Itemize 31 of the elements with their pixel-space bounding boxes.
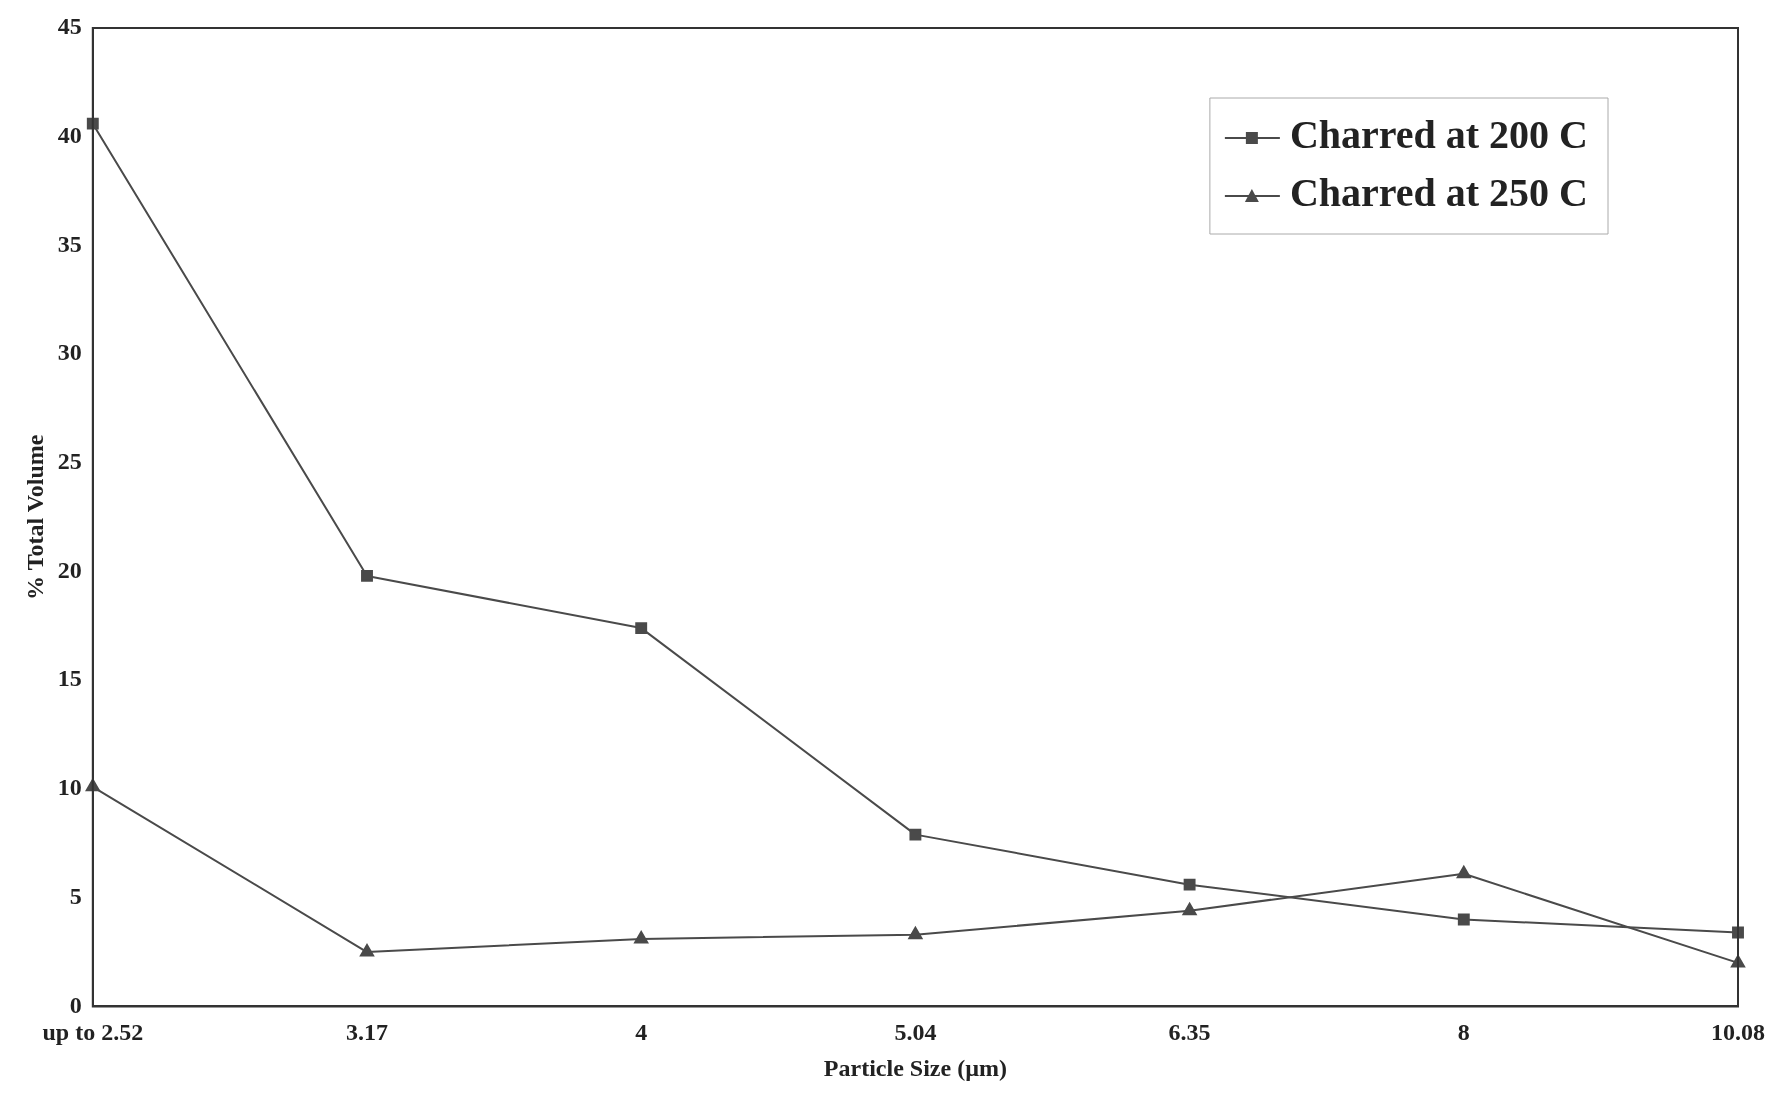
x-tick-label: 8 <box>1457 1019 1470 1045</box>
y-tick-label: 30 <box>57 339 82 366</box>
point <box>1183 878 1196 891</box>
point <box>361 569 373 582</box>
y-tick-label: 15 <box>57 665 82 692</box>
y-tick-label: 5 <box>69 882 82 909</box>
y-tick-label: 0 <box>69 991 82 1018</box>
x-tick-label: 5.04 <box>894 1019 937 1045</box>
point <box>634 931 649 944</box>
legend-label: Charred at 200 C <box>1289 112 1588 158</box>
point <box>1456 865 1471 879</box>
x-tick-label: 6.35 <box>1168 1019 1211 1045</box>
x-axis-title: Particle Size (µm) <box>823 1054 1007 1081</box>
point <box>908 926 923 940</box>
x-tick-label: 10.08 <box>1711 1019 1765 1045</box>
legend-label: Charred at 250 C <box>1289 170 1588 216</box>
y-tick-label: 40 <box>57 121 82 148</box>
point <box>635 622 648 635</box>
x-tick-label: 4 <box>635 1019 648 1045</box>
y-axis-title: % Total Volume <box>21 434 48 600</box>
point <box>359 944 375 957</box>
x-tick-label: 3.17 <box>346 1019 388 1045</box>
y-tick-label: 35 <box>57 230 82 257</box>
y-tick-label: 10 <box>57 774 82 801</box>
point <box>1457 913 1470 926</box>
point <box>909 828 922 841</box>
y-tick-label: 20 <box>57 556 82 583</box>
point <box>1182 902 1197 916</box>
y-tick-label: 45 <box>57 13 82 40</box>
x-tick-label: up to 2.52 <box>42 1019 144 1045</box>
y-tick-label: 25 <box>57 448 82 475</box>
